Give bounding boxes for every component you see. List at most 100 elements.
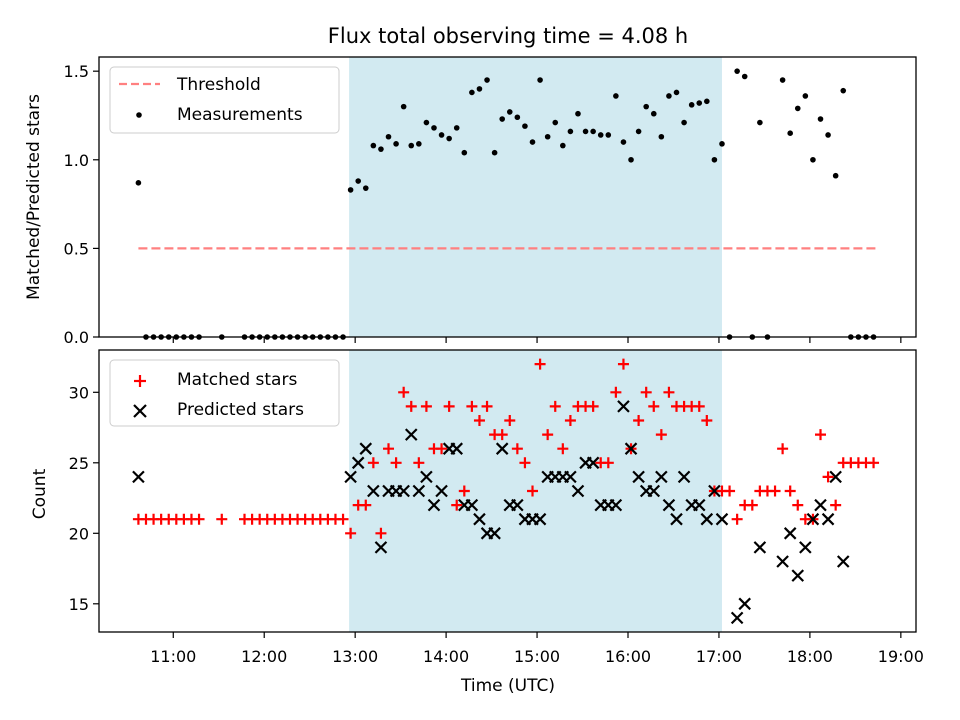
- y-tick-label: 25: [69, 454, 89, 473]
- measurement-point: [832, 172, 839, 179]
- measurement-point: [779, 77, 786, 83]
- measurement-point: [438, 132, 445, 138]
- predicted-stars-point: [783, 527, 797, 540]
- predicted-stars-point: [609, 498, 623, 512]
- matched-stars-point: [519, 457, 531, 469]
- matched-stars-point: [663, 386, 675, 398]
- predicted-stars-point: [571, 484, 585, 498]
- matched-stars-point: [792, 499, 804, 511]
- matched-stars-point: [777, 443, 789, 455]
- matched-stars-point: [216, 513, 228, 525]
- measurement-point: [666, 93, 672, 99]
- measurement-point: [469, 89, 475, 96]
- predicted-stars-point: [806, 512, 820, 526]
- predicted-stars-point: [791, 569, 805, 582]
- matched-stars-point: [701, 415, 713, 426]
- measurement-point: [582, 128, 589, 135]
- measurement-point: [575, 110, 581, 117]
- measurement-point: [400, 103, 407, 110]
- measurement-point: [408, 142, 415, 149]
- measurement-point: [544, 133, 551, 140]
- measurement-point: [491, 149, 498, 156]
- matched-stars-point: [527, 485, 539, 497]
- matched-stars-point: [337, 513, 349, 525]
- count-legend-box: [109, 359, 340, 427]
- matched-stars-point: [504, 415, 516, 426]
- predicted-stars-point: [412, 484, 426, 498]
- predicted-stars-point: [829, 470, 842, 484]
- measurement-point: [734, 68, 740, 74]
- y-tick-label: 1.0: [64, 151, 89, 170]
- matched-stars-point: [769, 485, 781, 497]
- x-tick-label: 14:00: [423, 647, 469, 666]
- ratio-plot-area: [135, 57, 877, 340]
- matched-stars-point: [640, 386, 652, 398]
- matched-stars-point: [724, 485, 736, 497]
- predicted-stars-point: [465, 498, 479, 512]
- matched-stars-point: [451, 499, 463, 511]
- predicted-stars-point: [495, 442, 509, 455]
- x-tick-label: 19:00: [878, 647, 924, 666]
- matched-legend-label: Matched stars: [177, 370, 297, 390]
- matched-stars-point: [405, 400, 417, 412]
- predicted-stars-point: [836, 555, 850, 568]
- matched-stars-point: [413, 457, 425, 469]
- measurement-point: [423, 119, 430, 126]
- x-axis-label: Time (UTC): [460, 676, 555, 696]
- predicted-stars-point: [692, 498, 706, 512]
- observing-window-span: [349, 57, 722, 337]
- matched-stars-point: [383, 443, 395, 455]
- predicted-legend-label: Predicted stars: [177, 400, 304, 420]
- count-panel: 15 20 25 30 11:00 12:00 13:00 14:00 15:00 16:00 17…: [30, 349, 924, 696]
- predicted-stars-point: [450, 442, 463, 455]
- measurement-point: [810, 156, 816, 163]
- measurement-point: [552, 119, 559, 126]
- measurement-point: [643, 103, 649, 110]
- measurement-point: [688, 102, 695, 108]
- predicted-stars-point: [753, 541, 767, 554]
- measurement-point: [620, 139, 627, 145]
- count-legend: Matched stars Predicted stars: [109, 359, 340, 427]
- measurement-point: [355, 178, 361, 184]
- measurement-point: [825, 132, 831, 138]
- matched-stars-point: [542, 429, 554, 441]
- measurement-point: [522, 123, 528, 129]
- measurement-point: [635, 128, 642, 135]
- count-ticks: 15 20 25 30 11:00 12:00 13:00 14:00 15:00 16:00 17…: [69, 383, 924, 666]
- measurement-point: [840, 87, 847, 94]
- predicted-stars-point: [776, 555, 789, 568]
- measurement-point: [370, 142, 377, 149]
- measurement-point: [362, 185, 369, 191]
- predicted-stars-point: [814, 498, 827, 512]
- measurement-point: [794, 105, 801, 112]
- matched-legend-swatch: [134, 375, 146, 387]
- x-tick-label: 17:00: [696, 647, 742, 666]
- count-axes-frame: [98, 349, 917, 633]
- predicted-stars-point: [132, 470, 145, 484]
- x-tick-label: 13:00: [332, 647, 378, 666]
- predicted-stars-point: [435, 484, 448, 498]
- predicted-stars-point: [670, 512, 683, 526]
- measurement-point: [590, 128, 596, 135]
- matched-stars-point: [549, 400, 561, 412]
- predicted-stars-point: [738, 597, 751, 611]
- predicted-stars-point: [359, 442, 373, 455]
- predicted-legend-swatch: [133, 404, 147, 418]
- matched-stars-point: [534, 358, 546, 370]
- x-tick-label: 18:00: [787, 647, 833, 666]
- predicted-stars-point: [632, 470, 645, 484]
- measurement-point: [431, 125, 437, 131]
- y-tick-label: 30: [69, 383, 89, 402]
- matched-stars-point: [610, 386, 622, 398]
- predicted-stars-point: [586, 456, 600, 470]
- predicted-stars-point: [488, 527, 501, 540]
- matched-stars-point: [655, 429, 667, 441]
- predicted-stars-point: [700, 512, 714, 526]
- measurement-point: [506, 109, 513, 115]
- measurement-point: [787, 130, 793, 137]
- measurement-point: [560, 142, 566, 149]
- measurement-point: [484, 77, 490, 83]
- matched-stars-point: [564, 415, 576, 426]
- measurement-point: [741, 73, 748, 80]
